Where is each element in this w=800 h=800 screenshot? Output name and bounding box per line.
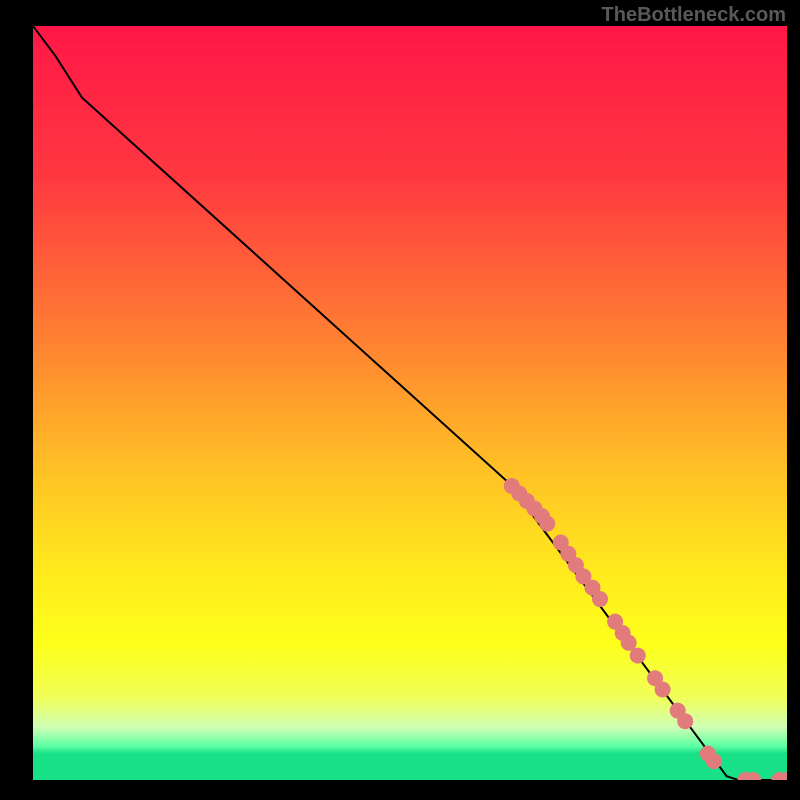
watermark-text: TheBottleneck.com bbox=[602, 4, 786, 27]
data-marker bbox=[677, 713, 693, 729]
data-marker bbox=[539, 516, 555, 532]
data-marker bbox=[706, 753, 722, 769]
data-marker bbox=[655, 682, 671, 698]
chart-container bbox=[33, 26, 787, 780]
data-marker bbox=[621, 635, 637, 651]
data-marker bbox=[630, 648, 646, 664]
data-marker bbox=[592, 591, 608, 607]
plot-area bbox=[33, 26, 787, 780]
chart-background bbox=[33, 26, 787, 780]
